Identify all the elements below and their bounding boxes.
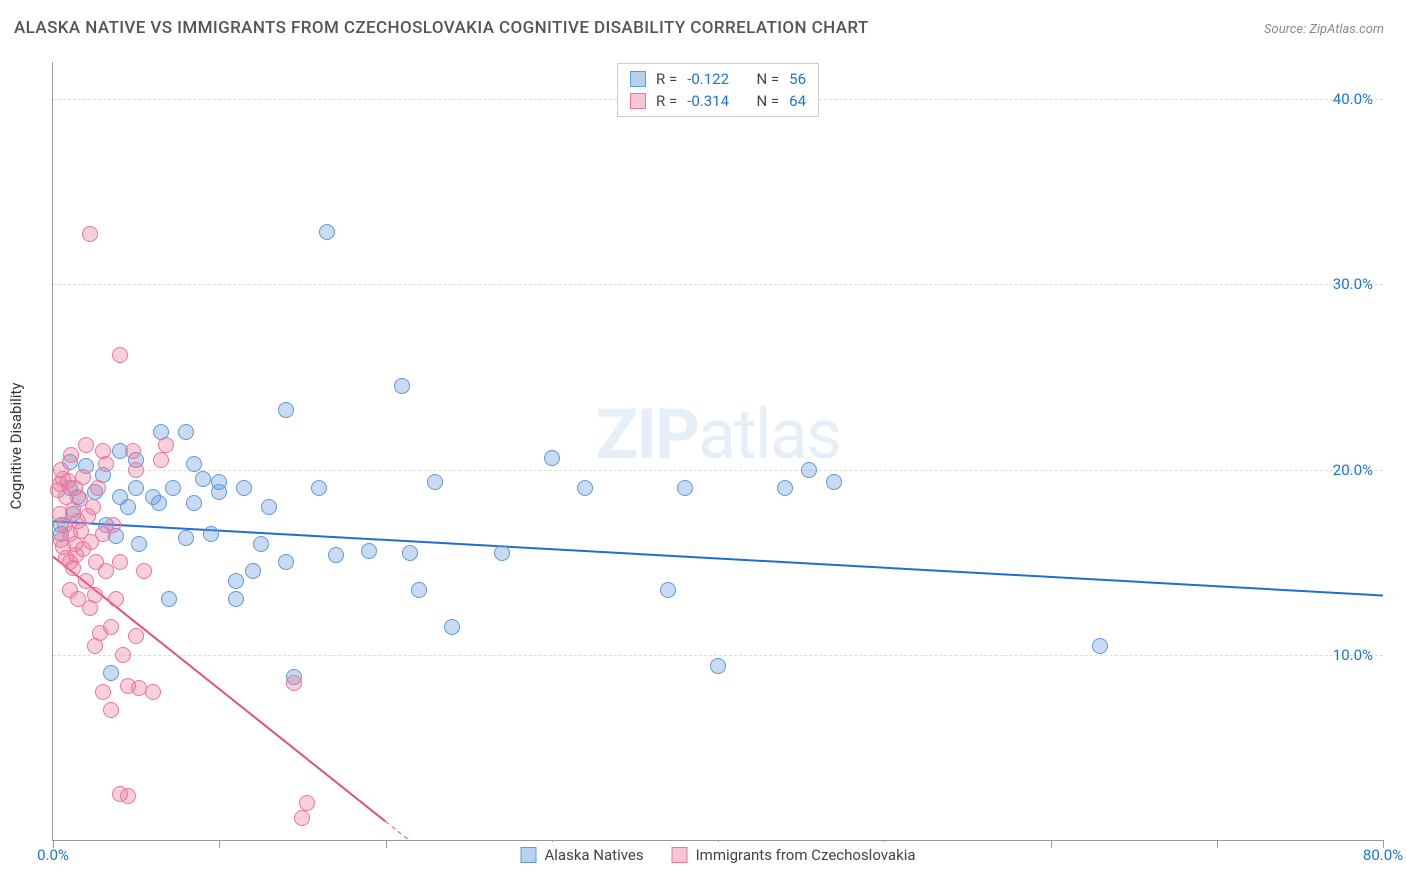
scatter-point [78, 437, 94, 453]
scatter-point [103, 665, 119, 681]
gridline [53, 284, 1383, 285]
y-tick-label: 40.0% [1333, 90, 1373, 108]
scatter-point [112, 347, 128, 363]
scatter-point [63, 447, 79, 463]
scatter-point [128, 480, 144, 496]
swatch-icon [672, 847, 688, 863]
scatter-point [112, 554, 128, 570]
scatter-point [228, 591, 244, 607]
scatter-point [494, 545, 510, 561]
scatter-point [95, 684, 111, 700]
scatter-point [294, 810, 310, 826]
scatter-point [710, 658, 726, 674]
scatter-point [261, 499, 277, 515]
scatter-point [195, 471, 211, 487]
scatter-point [361, 543, 377, 559]
scatter-point [228, 573, 244, 589]
chart-title: ALASKA NATIVE VS IMMIGRANTS FROM CZECHOS… [14, 18, 869, 38]
scatter-point [158, 437, 174, 453]
scatter-point [245, 563, 261, 579]
scatter-point [660, 582, 676, 598]
scatter-point [87, 587, 103, 603]
scatter-point [131, 536, 147, 552]
scatter-point [319, 224, 335, 240]
swatch-icon [630, 71, 646, 87]
scatter-point [161, 591, 177, 607]
y-tick-label: 30.0% [1333, 275, 1373, 293]
scatter-point [115, 647, 131, 663]
scatter-point [826, 474, 842, 490]
scatter-point [153, 452, 169, 468]
scatter-point [128, 462, 144, 478]
swatch-icon [630, 93, 646, 109]
correlation-stats-box: R = -0.122 N = 56 R = -0.314 N = 64 [617, 63, 819, 117]
x-tick-label: 0.0% [37, 846, 69, 864]
stats-row: R = -0.122 N = 56 [630, 68, 806, 90]
scatter-point [411, 582, 427, 598]
scatter-point [299, 795, 315, 811]
scatter-point [777, 480, 793, 496]
x-tick [219, 840, 220, 848]
y-tick-label: 10.0% [1333, 646, 1373, 664]
scatter-point [801, 462, 817, 478]
legend: Alaska Natives Immigrants from Czechoslo… [512, 842, 923, 868]
scatter-point [105, 517, 121, 533]
scatter-point [286, 675, 302, 691]
x-tick [386, 840, 387, 848]
scatter-point [211, 474, 227, 490]
legend-item: Immigrants from Czechoslovakia [672, 846, 916, 864]
gridline [53, 470, 1383, 471]
scatter-point [186, 456, 202, 472]
scatter-point [311, 480, 327, 496]
scatter-point [103, 619, 119, 635]
legend-item: Alaska Natives [520, 846, 643, 864]
scatter-point [236, 480, 252, 496]
scatter-point [577, 480, 593, 496]
scatter-point [120, 499, 136, 515]
scatter-point [75, 469, 91, 485]
scatter-point [677, 480, 693, 496]
scatter-point [186, 495, 202, 511]
scatter-point [125, 443, 141, 459]
source-attribution: Source: ZipAtlas.com [1264, 22, 1384, 37]
x-tick-label: 80.0% [1363, 846, 1403, 864]
scatter-point [90, 480, 106, 496]
scatter-point [108, 591, 124, 607]
scatter-point [544, 450, 560, 466]
scatter-point [328, 547, 344, 563]
scatter-point [103, 702, 119, 718]
scatter-point [1092, 638, 1108, 654]
scatter-point [253, 536, 269, 552]
scatter-point [98, 456, 114, 472]
scatter-point [394, 378, 410, 394]
scatter-point [444, 619, 460, 635]
y-tick-label: 20.0% [1333, 461, 1373, 479]
scatter-point [151, 495, 167, 511]
scatter-point [85, 499, 101, 515]
x-tick [1217, 840, 1218, 848]
scatter-point [203, 526, 219, 542]
scatter-point [165, 480, 181, 496]
gridline [53, 655, 1383, 656]
scatter-point [402, 545, 418, 561]
scatter-point [427, 474, 443, 490]
y-axis-label: Cognitive Disability [7, 383, 25, 510]
scatter-point [136, 563, 152, 579]
scatter-point [120, 788, 136, 804]
scatter-point [178, 424, 194, 440]
scatter-point [78, 573, 94, 589]
chart-plot-area: ZIPatlas R = -0.122 N = 56 R = -0.314 N … [52, 62, 1383, 841]
scatter-point [278, 554, 294, 570]
stats-row: R = -0.314 N = 64 [630, 90, 806, 112]
scatter-point [178, 530, 194, 546]
trend-lines [53, 62, 1383, 840]
scatter-point [128, 628, 144, 644]
scatter-point [82, 226, 98, 242]
x-tick [1051, 840, 1052, 848]
scatter-point [145, 684, 161, 700]
scatter-point [278, 402, 294, 418]
swatch-icon [520, 847, 536, 863]
